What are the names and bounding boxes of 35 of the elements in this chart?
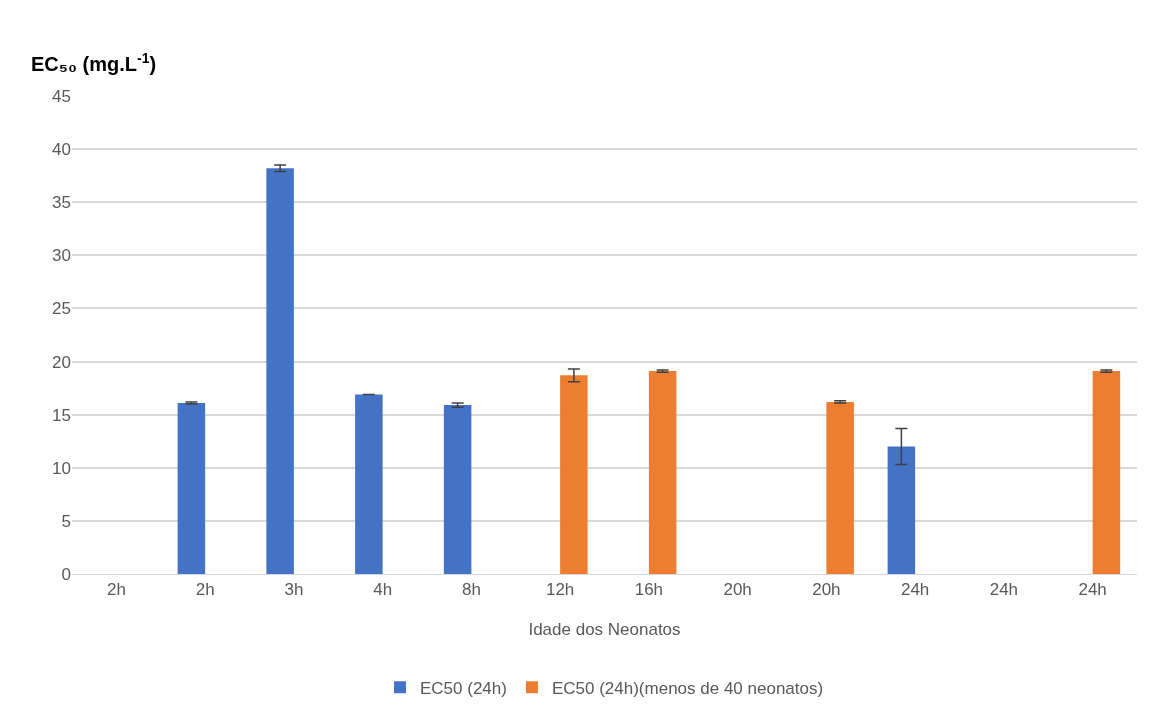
bar <box>560 375 588 574</box>
bar <box>177 402 206 574</box>
x-tick-label: 24h <box>989 580 1019 600</box>
x-tick-label: 2h <box>195 580 215 600</box>
x-tick-label: 2h <box>106 580 126 600</box>
x-tick-label: 24h <box>1078 580 1107 600</box>
x-tick-label: 4h <box>373 580 393 600</box>
legend-label: EC50 (24h) <box>420 678 507 698</box>
y-axis-title: EC₅₀ (mg.L$^{-1}$) <box>31 50 157 76</box>
y-tick-label: 25 <box>52 299 71 319</box>
y-tick-label: 0 <box>61 564 71 584</box>
bar <box>826 401 854 574</box>
y-tick-label: 10 <box>52 458 71 478</box>
x-tick-label: 3h <box>284 580 304 600</box>
y-tick-label: 35 <box>52 193 71 213</box>
y-tick-label: 45 <box>52 86 71 106</box>
x-tick-label: 16h <box>634 580 664 600</box>
y-tick-label: 5 <box>61 511 71 531</box>
x-tick-label: 8h <box>461 580 481 600</box>
x-axis-title: Idade dos Neonatos <box>528 620 681 639</box>
x-tick-label: 20h <box>723 580 752 600</box>
x-tick-label: 12h <box>545 580 575 600</box>
y-tick-label: 40 <box>52 140 71 160</box>
bar <box>355 394 383 574</box>
y-tick-label: 20 <box>52 352 71 372</box>
bar <box>648 371 677 574</box>
legend-label: EC50 (24h)(menos de 40 neonatos) <box>551 678 824 698</box>
bar <box>266 168 294 574</box>
x-tick-label: 20h <box>812 580 841 600</box>
x-tick-label: 24h <box>900 580 930 600</box>
y-tick-label: 15 <box>52 405 71 425</box>
bar <box>443 405 472 574</box>
bar <box>1092 371 1121 574</box>
bar <box>887 446 916 574</box>
y-tick-label: 30 <box>52 246 71 266</box>
